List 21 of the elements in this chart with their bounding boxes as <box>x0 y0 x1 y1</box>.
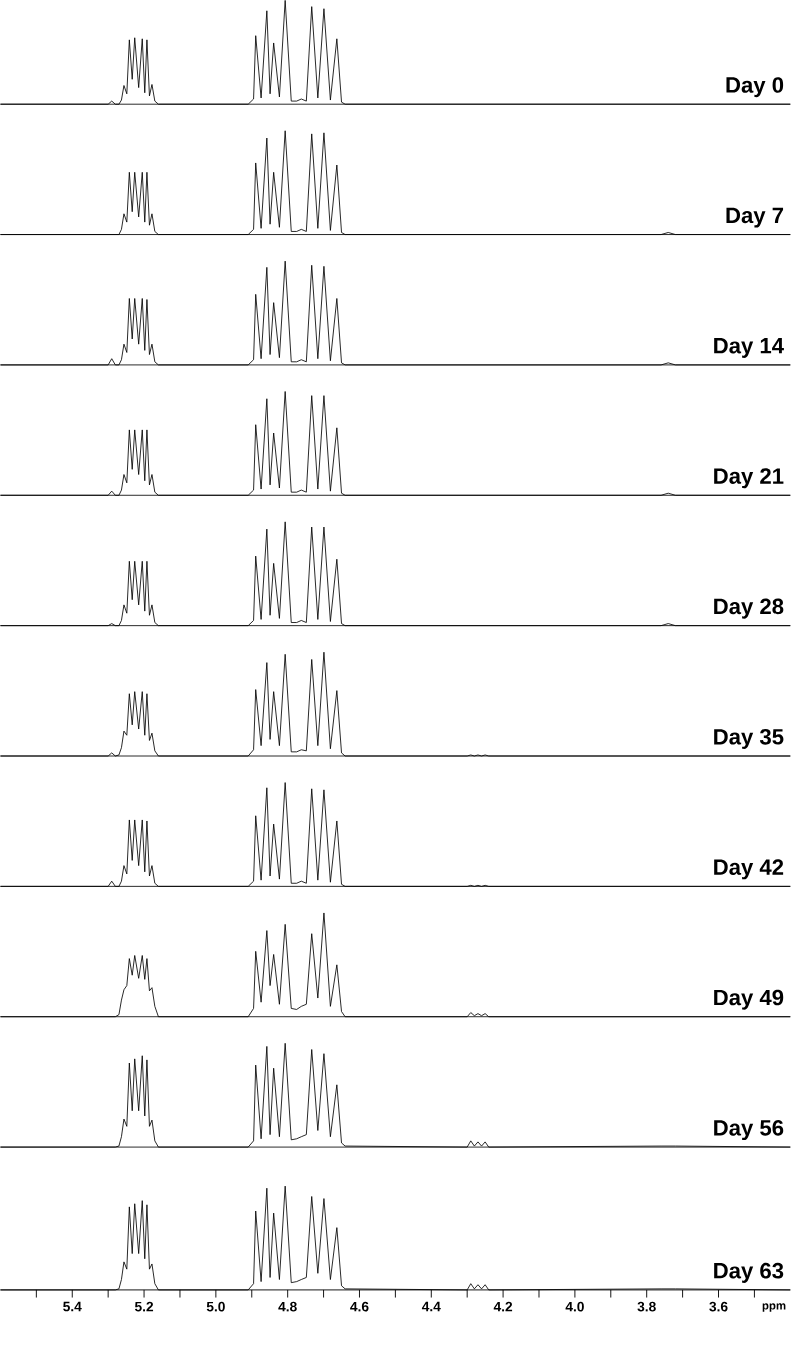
series-label: Day 56 <box>714 1120 784 1141</box>
series-label: Day 14 <box>714 338 784 358</box>
x-tick-label: 4.0 <box>565 1301 584 1312</box>
series-label: Day 0 <box>726 77 784 98</box>
x-tick-label: 5.0 <box>206 1301 225 1312</box>
x-axis-title: ppm <box>762 1303 786 1312</box>
x-tick-label: 4.4 <box>422 1301 441 1312</box>
x-tick-label: 4.6 <box>350 1301 369 1312</box>
series-label: Day 35 <box>714 728 784 749</box>
x-tick-label: 4.8 <box>278 1301 297 1312</box>
series-label: Day 49 <box>714 989 784 1010</box>
x-tick-label: 5.4 <box>63 1301 82 1312</box>
x-tick-label: 4.2 <box>493 1301 513 1312</box>
series-label: Day 63 <box>714 1262 784 1283</box>
series-label: Day 42 <box>714 859 784 880</box>
x-tick-label: 5.2 <box>135 1301 154 1312</box>
series-label: Day 21 <box>714 468 784 489</box>
x-tick-label: 3.8 <box>637 1301 656 1312</box>
series-label: Day 7 <box>726 207 784 228</box>
series-label: Day 28 <box>714 598 784 619</box>
x-tick-label: 3.6 <box>709 1301 728 1312</box>
